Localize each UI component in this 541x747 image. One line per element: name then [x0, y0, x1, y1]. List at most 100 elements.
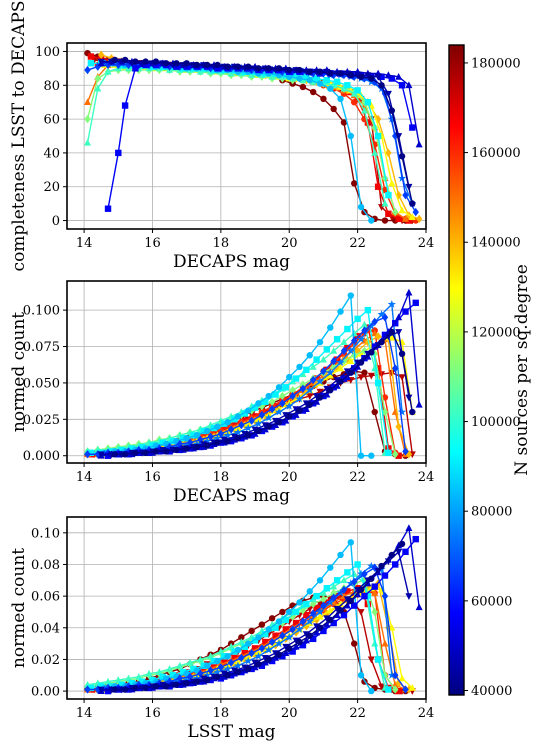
data-point [166, 665, 174, 672]
data-point [381, 199, 389, 207]
data-point [330, 362, 337, 372]
data-point [351, 577, 358, 587]
data-point [272, 632, 279, 639]
data-point [303, 611, 310, 619]
data-point [272, 391, 279, 398]
data-point [405, 685, 413, 694]
data-point [374, 365, 382, 372]
data-point [265, 626, 272, 633]
data-point [357, 73, 365, 81]
data-point [152, 683, 160, 690]
data-point [302, 636, 310, 644]
y-tick-label: 20 [43, 180, 60, 195]
data-point [371, 149, 379, 156]
data-point [97, 50, 105, 59]
data-point [176, 674, 184, 683]
data-point [192, 674, 202, 682]
data-point [258, 644, 266, 653]
data-point [111, 451, 119, 458]
data-point [384, 333, 392, 341]
x-tick-label: 14 [76, 706, 93, 721]
data-point [395, 687, 402, 695]
axes-frame [66, 42, 427, 230]
data-point [415, 603, 423, 611]
data-point [214, 673, 221, 681]
data-point [340, 338, 348, 346]
data-point [203, 662, 211, 669]
y-tick-label: 80 [43, 79, 60, 94]
data-point [408, 684, 416, 691]
data-point [234, 668, 242, 676]
data-point [388, 179, 396, 187]
data-point [330, 356, 337, 366]
data-point [213, 667, 222, 676]
data-point [139, 678, 146, 685]
data-point [384, 71, 392, 79]
data-point [286, 73, 293, 81]
y-tick-label: 0.02 [31, 653, 60, 668]
data-point [356, 569, 366, 578]
data-point [193, 432, 201, 439]
data-point [152, 58, 160, 65]
data-point [398, 374, 406, 381]
data-point [227, 415, 235, 424]
data-point [327, 616, 334, 624]
data-point [265, 656, 272, 663]
data-point [255, 427, 262, 435]
data-point [265, 392, 272, 400]
data-point [337, 70, 344, 77]
y-tick-label: 40 [43, 146, 60, 161]
data-point [395, 329, 403, 336]
data-point [87, 60, 95, 67]
data-point [357, 672, 365, 679]
data-point [347, 132, 354, 140]
data-point [333, 336, 341, 343]
data-point [351, 336, 358, 345]
data-point [104, 677, 112, 685]
data-point [272, 403, 279, 410]
data-point [258, 402, 266, 411]
data-point [350, 570, 358, 577]
data-point [231, 416, 238, 423]
data-point [371, 589, 379, 596]
data-point [344, 82, 351, 89]
data-point [381, 572, 389, 579]
data-point [286, 66, 293, 74]
x-tick-label: 20 [281, 470, 298, 485]
data-point [378, 338, 385, 346]
data-point [128, 679, 136, 687]
data-point [200, 662, 207, 669]
data-point [313, 623, 321, 631]
data-point [203, 436, 212, 445]
data-point [145, 669, 153, 677]
data-point [274, 407, 284, 416]
data-point [241, 643, 248, 650]
data-point [337, 95, 344, 103]
data-point [316, 394, 324, 401]
data-point [248, 648, 255, 658]
data-point [244, 419, 252, 427]
data-point [282, 384, 290, 391]
data-point [333, 611, 341, 619]
data-point [182, 441, 191, 450]
data-point [275, 65, 283, 72]
x-tick-label: 20 [281, 236, 298, 251]
data-point [118, 681, 125, 688]
data-point [378, 73, 385, 81]
y-tick-label: 0.100 [23, 304, 60, 319]
colorbar-tick-label: 120000 [471, 325, 521, 340]
data-point [169, 672, 177, 679]
data-point [173, 63, 180, 70]
data-point [203, 676, 211, 684]
data-point [227, 425, 235, 434]
data-point [385, 148, 392, 158]
data-point [128, 445, 136, 452]
data-point [159, 681, 167, 689]
colorbar-tick-label: 40000 [471, 684, 512, 699]
data-point [320, 95, 327, 103]
data-point [238, 420, 245, 430]
data-point [367, 372, 375, 380]
data-point [234, 424, 242, 431]
data-point [320, 627, 327, 635]
data-point [241, 649, 248, 657]
